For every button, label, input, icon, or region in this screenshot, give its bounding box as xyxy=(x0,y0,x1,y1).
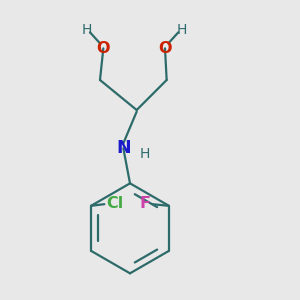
Text: H: H xyxy=(82,23,92,37)
Text: Cl: Cl xyxy=(107,196,124,211)
Text: N: N xyxy=(116,139,130,157)
Text: O: O xyxy=(97,41,110,56)
Text: O: O xyxy=(158,41,172,56)
Text: H: H xyxy=(176,23,187,37)
Text: H: H xyxy=(140,147,150,161)
Text: F: F xyxy=(139,196,150,211)
